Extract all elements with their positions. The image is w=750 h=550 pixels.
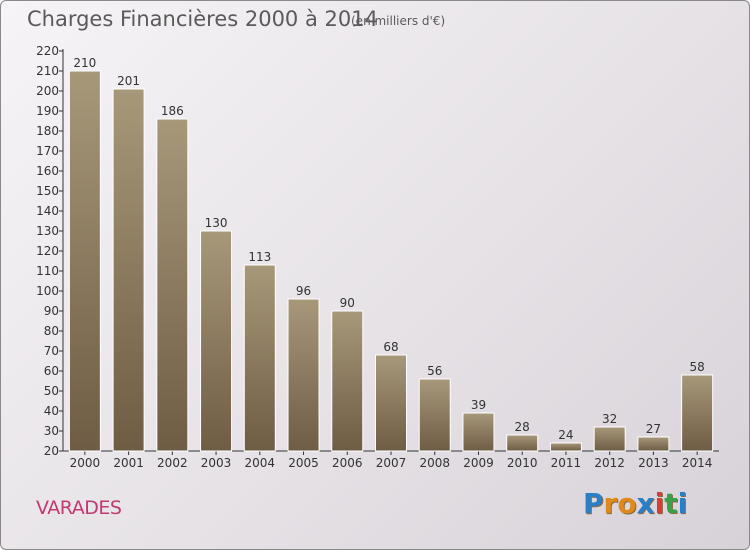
x-tick-label: 2006 (332, 456, 363, 470)
data-label: 58 (689, 360, 704, 374)
chart-unit: (en milliers d'€) (351, 14, 446, 28)
x-tick-label: 2011 (551, 456, 582, 470)
x-tick-label: 2005 (288, 456, 319, 470)
x-tick-label: 2002 (157, 456, 188, 470)
y-tick-label: 140 (36, 204, 59, 218)
bar (375, 354, 407, 452)
y-tick-label: 90 (44, 304, 59, 318)
bar (243, 264, 276, 452)
chart-bars (68, 70, 714, 452)
data-label: 28 (515, 420, 530, 434)
y-tick-label: 220 (36, 44, 59, 58)
data-label: 56 (427, 364, 442, 378)
bar (287, 298, 320, 452)
data-label: 113 (248, 250, 271, 264)
logo-letter: o (617, 487, 637, 520)
y-tick-label: 80 (44, 324, 59, 338)
data-label: 201 (117, 74, 140, 88)
y-tick-label: 210 (36, 64, 59, 78)
y-tick-label: 150 (36, 184, 59, 198)
data-label: 90 (340, 296, 355, 310)
bar (156, 118, 189, 452)
logo-letter: i (654, 487, 665, 520)
y-tick-label: 110 (36, 264, 59, 278)
bar (637, 436, 670, 452)
y-tick-label: 50 (44, 384, 59, 398)
x-tick-label: 2003 (201, 456, 232, 470)
y-tick-label: 130 (36, 224, 59, 238)
y-tick-label: 190 (36, 104, 59, 118)
y-tick-label: 70 (44, 344, 59, 358)
proxiti-logo[interactable]: Proxiti (583, 487, 687, 520)
bar (549, 442, 582, 452)
x-tick-label: 2009 (463, 456, 494, 470)
x-tick-label: 2010 (507, 456, 538, 470)
data-label: 186 (161, 104, 184, 118)
data-label: 24 (558, 428, 573, 442)
chart-labels: 2000 210 2001 201 2002 186 2003 130 2004 113 2005 9… (70, 56, 713, 470)
logo-letter: i (677, 487, 688, 520)
x-tick-label: 2007 (376, 456, 407, 470)
logo-letter: x (636, 487, 655, 520)
bar (112, 88, 145, 452)
commune-name: VARADES (36, 497, 122, 519)
x-tick-label: 2008 (419, 456, 450, 470)
y-tick-label: 30 (44, 424, 59, 438)
y-tick-label: 170 (36, 144, 59, 158)
y-tick-label: 100 (36, 284, 59, 298)
y-tick-label: 180 (36, 124, 59, 138)
x-tick-label: 2000 (70, 456, 101, 470)
bar (593, 426, 626, 452)
chart-title: Charges Financières 2000 à 2014 (27, 7, 378, 31)
bar (681, 374, 714, 452)
y-tick-label: 200 (36, 84, 59, 98)
y-tick-label: 20 (44, 444, 59, 458)
data-label: 130 (205, 216, 228, 230)
data-label: 27 (646, 422, 661, 436)
data-label: 68 (383, 340, 398, 354)
y-tick-label: 60 (44, 364, 59, 378)
y-tick-label: 40 (44, 404, 59, 418)
bar (331, 310, 364, 452)
y-tick-label: 120 (36, 244, 59, 258)
x-tick-label: 2014 (682, 456, 713, 470)
chart-axes: 20 30 40 50 60 70 80 90 100 110 120 130 140 150 160 170… (36, 44, 719, 458)
y-tick-label: 160 (36, 164, 59, 178)
bar (200, 230, 233, 452)
bar (506, 434, 539, 452)
logo-letter: r (603, 487, 618, 520)
logo-letter: t (664, 487, 678, 520)
logo-letter: P (583, 487, 604, 520)
bar (68, 70, 101, 452)
bar (462, 412, 495, 452)
x-tick-label: 2013 (638, 456, 669, 470)
bar (418, 378, 451, 452)
data-label: 210 (73, 56, 96, 70)
data-label: 32 (602, 412, 617, 426)
x-tick-label: 2004 (245, 456, 276, 470)
x-tick-label: 2012 (594, 456, 625, 470)
data-label: 39 (471, 398, 486, 412)
data-label: 96 (296, 284, 311, 298)
x-tick-label: 2001 (113, 456, 144, 470)
